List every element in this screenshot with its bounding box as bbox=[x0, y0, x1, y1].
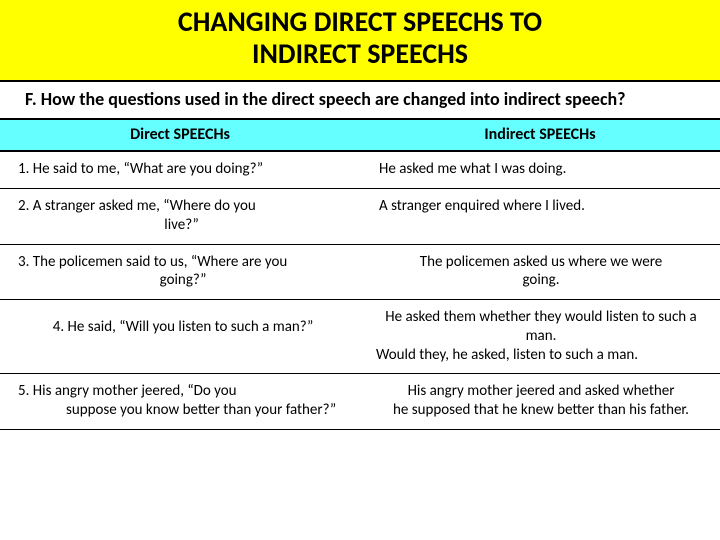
row-text: A stranger enquired where I lived. bbox=[379, 197, 585, 215]
row-text: He asked me what I was doing. bbox=[379, 160, 566, 178]
page-title: CHANGING DIRECT SPEECHS TO INDIRECT SPEE… bbox=[0, 6, 720, 70]
row-text: 1. He said to me, “What are you doing?” bbox=[18, 160, 263, 178]
row-text: 3. The policemen said to us, “Where are … bbox=[18, 253, 287, 271]
cell-indirect: A stranger enquired where I lived. bbox=[359, 189, 720, 244]
cell-direct: 3. The policemen said to us, “Where are … bbox=[0, 245, 362, 300]
title-bar: CHANGING DIRECT SPEECHS TO INDIRECT SPEE… bbox=[0, 0, 720, 82]
cell-direct: 5. His angry mother jeered, “Do you supp… bbox=[0, 374, 362, 429]
cell-indirect: He asked me what I was doing. bbox=[359, 152, 720, 188]
cell-direct: 1. He said to me, “What are you doing?” bbox=[0, 152, 359, 188]
row-text: His angry mother jeered and asked whethe… bbox=[408, 382, 675, 400]
section-question: F. How the questions used in the direct … bbox=[0, 82, 720, 120]
row-text-cont: suppose you know better than your father… bbox=[18, 401, 348, 420]
title-line1: CHANGING DIRECT SPEECHS TO bbox=[178, 4, 542, 39]
cell-direct: 2. A stranger asked me, “Where do you li… bbox=[0, 189, 359, 244]
row-text-cont: Would they, he asked, listen to such a m… bbox=[376, 346, 706, 365]
table-row: 2. A stranger asked me, “Where do you li… bbox=[0, 189, 720, 245]
cell-indirect: He asked them whether they would listen … bbox=[362, 300, 720, 373]
cell-indirect: The policemen asked us where we were goi… bbox=[362, 245, 720, 300]
row-text: He asked them whether they would listen … bbox=[385, 308, 697, 345]
table-header-row: Direct SPEECHs Indirect SPEECHs bbox=[0, 120, 720, 152]
row-text: 4. He said, “Will you listen to such a m… bbox=[53, 318, 314, 336]
row-text: The policemen asked us where we were bbox=[420, 253, 662, 271]
row-text: 2. A stranger asked me, “Where do you bbox=[18, 197, 256, 215]
cell-indirect: His angry mother jeered and asked whethe… bbox=[362, 374, 720, 429]
table-row: 5. His angry mother jeered, “Do you supp… bbox=[0, 374, 720, 430]
row-text-cont: going?” bbox=[18, 271, 348, 290]
table-row: 1. He said to me, “What are you doing?” … bbox=[0, 152, 720, 189]
header-direct: Direct SPEECHs bbox=[0, 120, 360, 150]
row-text-cont: going. bbox=[522, 271, 559, 289]
title-line2: INDIRECT SPEECHS bbox=[252, 36, 468, 71]
row-text-cont: live?” bbox=[18, 216, 345, 235]
header-indirect: Indirect SPEECHs bbox=[360, 120, 720, 150]
table-row: 4. He said, “Will you listen to such a m… bbox=[0, 300, 720, 374]
row-text-cont: he supposed that he knew better than his… bbox=[393, 401, 689, 419]
row-text: 5. His angry mother jeered, “Do you bbox=[18, 382, 237, 400]
table-row: 3. The policemen said to us, “Where are … bbox=[0, 245, 720, 301]
cell-direct: 4. He said, “Will you listen to such a m… bbox=[0, 300, 362, 373]
